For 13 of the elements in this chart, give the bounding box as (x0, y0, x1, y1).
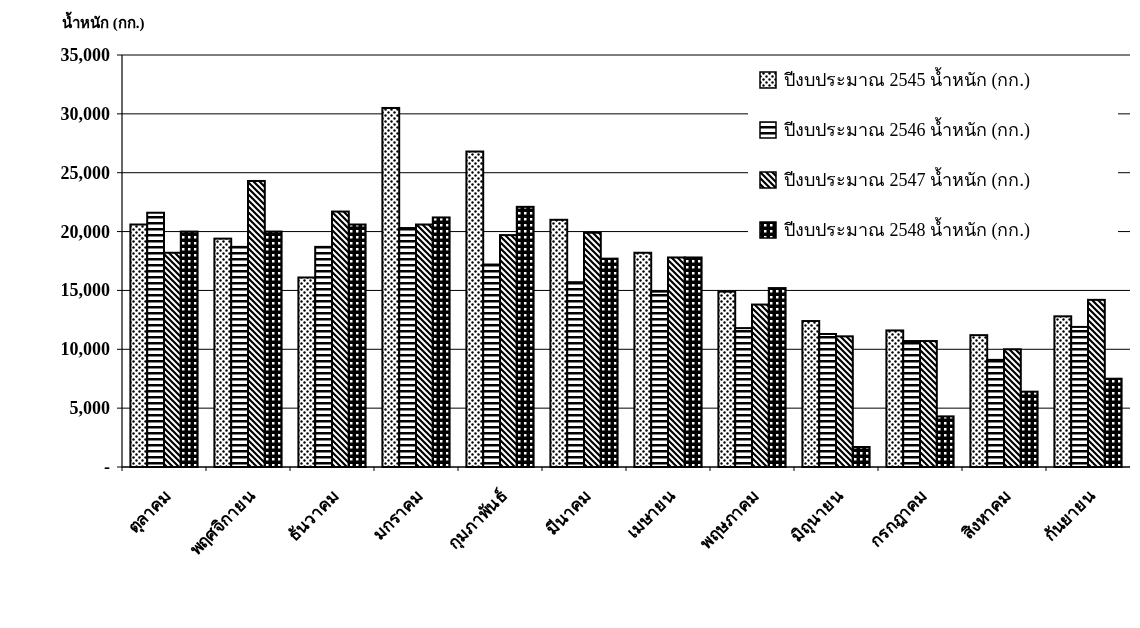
y-tick-label: 35,000 (60, 45, 110, 65)
legend-label: ปีงบประมาณ 2545 น้ำหนัก (กก.) (784, 67, 1030, 91)
y-tick-label: 25,000 (60, 162, 110, 183)
y-tick-label: 30,000 (60, 103, 110, 124)
y-tick-label: 20,000 (60, 221, 110, 242)
y-tick-label: 15,000 (60, 280, 110, 301)
y-tick-label: - (104, 457, 110, 477)
legend-label: ปีงบประมาณ 2547 น้ำหนัก (กก.) (784, 167, 1030, 191)
legend-label: ปีงบประมาณ 2548 น้ำหนัก (กก.) (784, 217, 1030, 241)
y-axis-title: น้ำหนัก (กก.) (62, 11, 145, 32)
y-tick-label: 10,000 (60, 339, 110, 360)
legend-label: ปีงบประมาณ 2546 น้ำหนัก (กก.) (784, 117, 1030, 141)
y-tick-label: 5,000 (69, 398, 110, 419)
